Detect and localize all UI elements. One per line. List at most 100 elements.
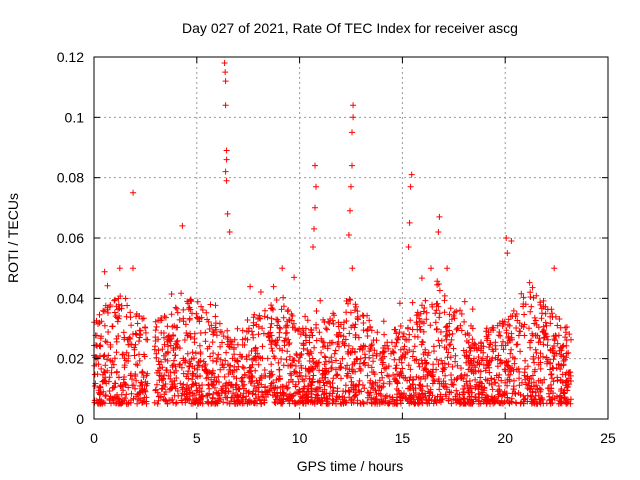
data-point [366,317,373,324]
data-point [120,387,127,394]
data-point [264,355,271,362]
data-point [362,354,369,361]
data-point [192,350,199,357]
data-point [298,365,305,371]
data-point [181,337,188,343]
data-point [359,382,366,388]
data-point-peak [349,129,355,136]
data-point [427,322,434,329]
data-point [186,363,193,370]
data-point [105,329,112,335]
data-point [521,311,528,318]
data-point [355,387,362,394]
data-point [448,316,455,323]
data-point [181,391,188,398]
data-point [231,367,237,374]
data-point [467,347,474,354]
data-point [406,392,413,399]
data-point [472,394,478,401]
data-point [185,300,192,307]
data-point [273,377,280,383]
data-point [397,368,404,375]
y-axis-label: ROTI / TECUs [5,193,21,283]
data-point [269,371,276,378]
data-point [524,392,531,399]
data-point [554,340,561,347]
data-point [420,351,427,358]
data-point [482,376,489,383]
data-point [310,359,317,366]
data-point [239,327,246,334]
data-point [251,311,258,318]
data-point [414,396,421,403]
data-point [558,386,565,393]
data-point [496,320,503,327]
data-point [418,275,425,282]
data-point [116,313,123,319]
data-point-peak [347,207,353,214]
data-point [239,364,246,370]
data-point [543,322,550,329]
data-point [469,306,476,313]
data-point [483,325,490,332]
y-tick-label: 0.1 [65,109,85,125]
data-point [565,369,572,376]
data-point [305,350,312,357]
data-point [197,385,203,392]
data-point [513,325,520,331]
data-point [433,356,440,363]
data-point [565,375,572,382]
data-point [330,321,337,327]
data-point [260,397,267,404]
data-point [526,279,533,286]
data-point [284,395,291,402]
data-point [430,361,437,368]
data-point [161,341,168,348]
data-point [434,325,440,332]
data-point [436,287,443,294]
data-point [313,325,320,331]
data-point [223,349,230,356]
data-point-peak [222,168,229,175]
data-point [523,381,529,388]
data-point [349,265,356,272]
data-point [121,364,128,371]
data-point [407,374,414,381]
data-point [180,381,187,388]
data-point [123,349,130,356]
data-point [480,361,487,368]
data-point [412,385,419,392]
data-point [562,324,569,331]
data-point [410,399,417,406]
data-point [457,307,463,314]
data-point [340,333,347,340]
data-point [239,336,246,343]
data-point [486,380,493,387]
data-point [267,329,274,336]
data-point-peak [407,183,414,190]
data-point [218,390,225,396]
data-point [492,380,499,387]
data-point [368,327,375,334]
data-point [313,386,320,393]
data-point [203,309,210,316]
data-point [454,325,461,332]
data-point [445,395,452,402]
data-point [353,391,360,398]
data-point [197,373,203,379]
data-point [247,380,254,386]
data-point [205,398,212,405]
data-point [193,397,200,404]
data-point [320,370,327,377]
data-point [465,400,472,407]
data-point [141,394,148,401]
x-tick-labels: 0 5 10 15 20 25 [90,430,616,446]
data-point [102,362,109,369]
data-point [184,371,191,377]
data-point [500,346,507,353]
data-point [102,338,109,345]
data-point [447,341,454,348]
data-point [289,324,296,331]
data-point-peak [310,244,316,250]
data-point [491,399,498,406]
